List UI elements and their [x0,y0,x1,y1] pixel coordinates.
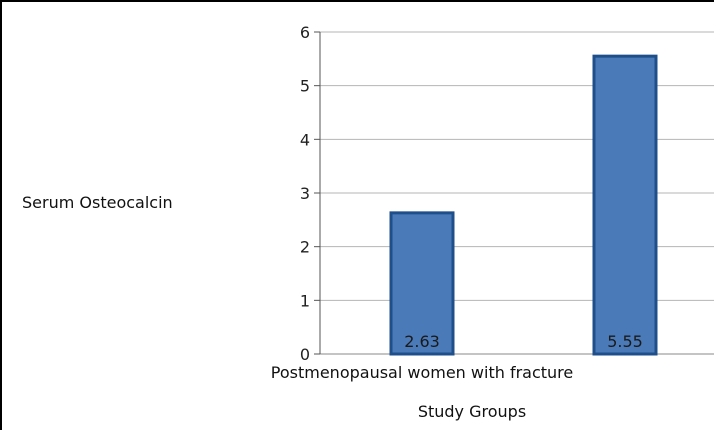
y-tick-label: 5 [300,77,310,96]
y-tick-label: 0 [300,345,310,364]
y-tick-label: 1 [300,291,310,310]
gridlines [320,31,714,355]
y-tick-label: 3 [300,184,310,203]
y-tick-label: 4 [300,130,310,149]
y-axis-title: Serum Osteocalcin [22,193,173,212]
bar-data-label: 2.63 [404,332,440,351]
bar-data-labels: 2.63 5.55 [404,332,643,351]
bar [592,54,658,356]
x-category-label: Postmenopausal women with fracture [271,363,573,382]
y-tick-label: 2 [300,238,310,257]
y-tick-label: 6 [300,23,310,42]
x-axis-title: Study Groups [418,402,526,421]
bar-data-label: 5.55 [607,332,643,351]
bar [389,211,455,356]
bars [389,54,658,356]
y-axis-ticks: 0 1 2 3 4 5 6 [300,23,320,364]
